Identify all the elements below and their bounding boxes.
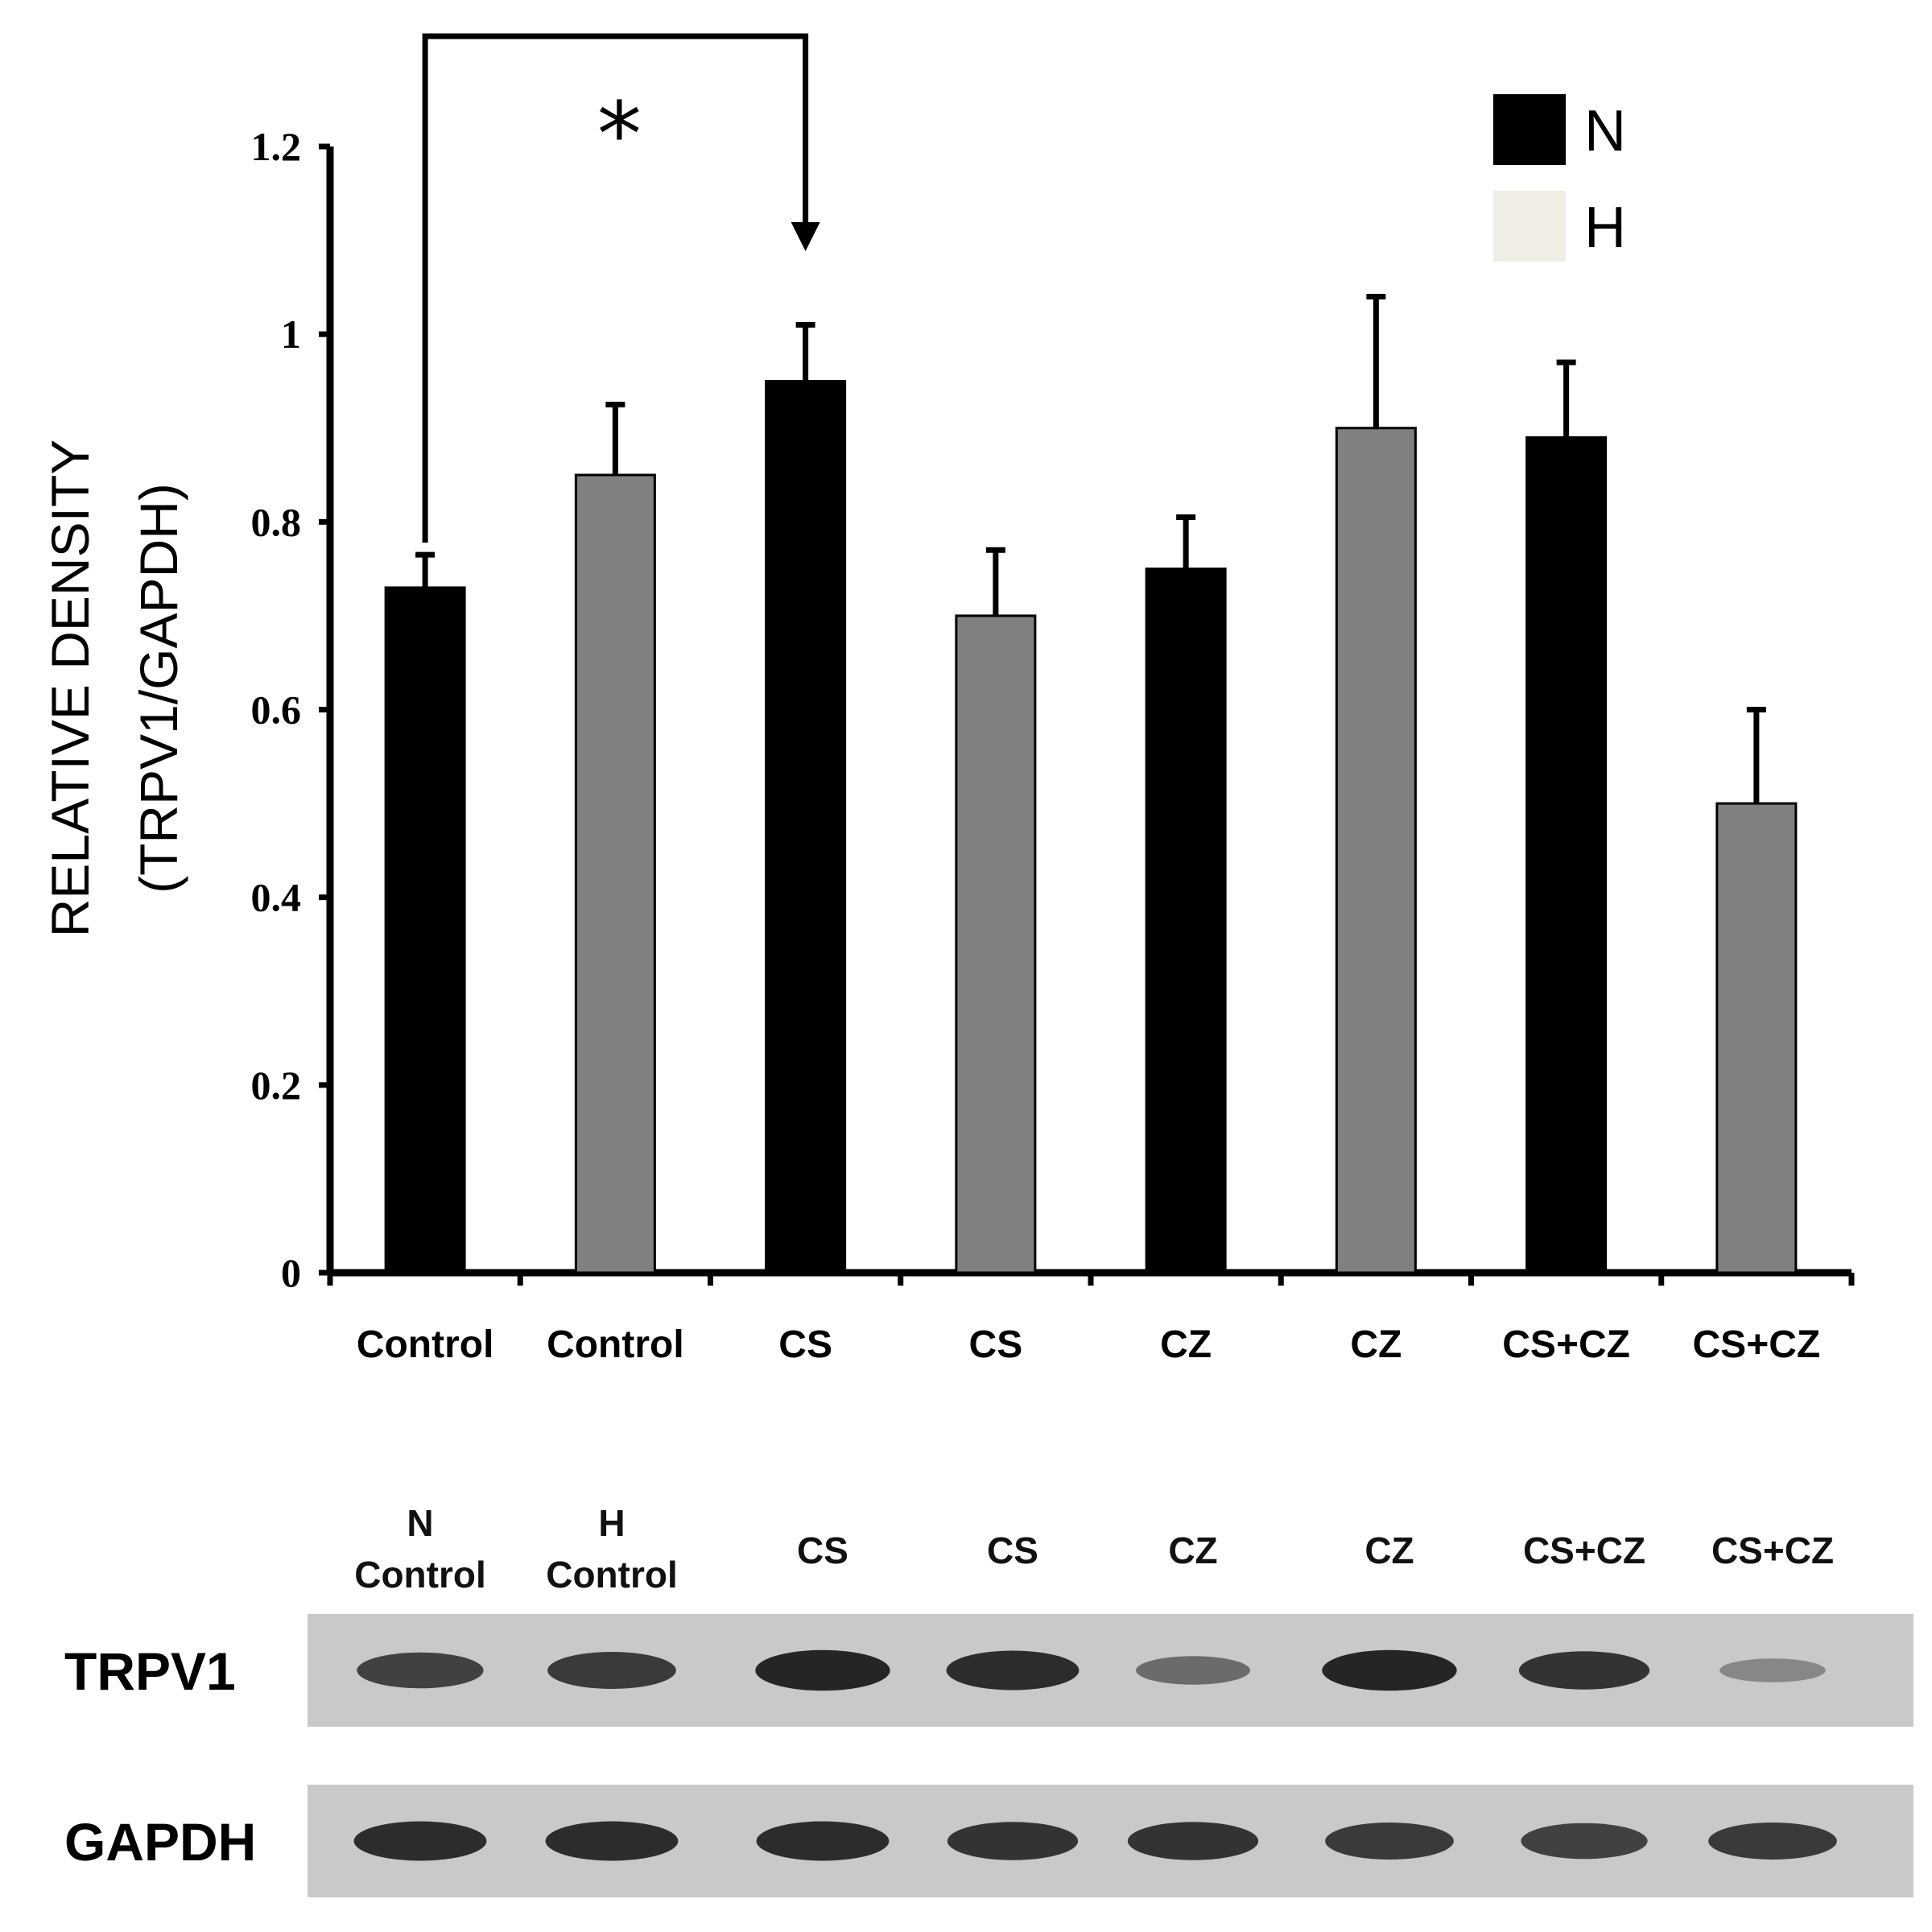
y-tick-label: 0.6 xyxy=(251,687,302,733)
significance-star: * xyxy=(597,83,642,186)
blot-band xyxy=(545,1821,679,1861)
x-tick-label: CS xyxy=(969,1323,1023,1366)
y-tick-label: 0.4 xyxy=(251,875,302,920)
legend-swatch xyxy=(1493,191,1566,262)
y-axis-title: RELATIVE DENSITY (TRPV1/GAPDH) xyxy=(40,440,188,938)
blot-band xyxy=(547,1652,676,1689)
y-tick-label: 1.2 xyxy=(251,124,302,169)
legend-label: H xyxy=(1584,196,1626,260)
x-tick-label: CS+CZ xyxy=(1502,1323,1630,1366)
x-tick-label: CS xyxy=(778,1323,832,1366)
lane-label: Control xyxy=(546,1554,678,1596)
plot-area: 0 0.2 0.4 0.6 0.8 1 1.2 Control Control CS CS CZ CZ C… xyxy=(251,33,1855,1366)
bar xyxy=(1715,802,1798,1274)
lane-label-line1: N xyxy=(407,1502,433,1544)
lane-label: Control xyxy=(354,1554,486,1596)
x-tick-label: CZ xyxy=(1160,1323,1212,1366)
blot-row-label: GAPDH xyxy=(64,1812,256,1872)
lane-label-line1: H xyxy=(598,1502,625,1544)
bar xyxy=(1335,427,1417,1274)
y-axis-title-line1: RELATIVE DENSITY xyxy=(40,440,100,938)
blot-band xyxy=(1325,1823,1454,1860)
blot-band xyxy=(947,1822,1079,1860)
y-tick-label: 0.8 xyxy=(251,499,302,544)
bar xyxy=(955,614,1037,1274)
legend-swatch xyxy=(1493,94,1566,165)
y-axis-title-line2: (TRPV1/GAPDH) xyxy=(129,483,188,894)
blot-band xyxy=(1518,1651,1650,1690)
bar xyxy=(574,473,656,1274)
blot-row-label: TRPV1 xyxy=(64,1641,236,1701)
lane-label: CZ xyxy=(1364,1530,1414,1571)
lane-label: CS xyxy=(797,1530,848,1571)
blot-band xyxy=(1136,1656,1250,1685)
lane-label: CS+CZ xyxy=(1711,1530,1834,1571)
lane-label: CS+CZ xyxy=(1523,1530,1645,1571)
blot-band xyxy=(1127,1822,1259,1860)
bar xyxy=(1145,568,1227,1274)
y-tick-label: 1 xyxy=(281,312,301,357)
blot-band xyxy=(756,1821,890,1861)
bar xyxy=(1525,436,1608,1274)
x-tick-label: CZ xyxy=(1350,1323,1402,1366)
legend: NH xyxy=(1493,94,1626,262)
significance-arrow-head xyxy=(791,222,820,251)
legend-label: N xyxy=(1584,99,1626,163)
blot-band xyxy=(755,1649,890,1691)
blot-band xyxy=(1708,1823,1837,1860)
y-tick-label: 0 xyxy=(281,1250,301,1295)
blot-band xyxy=(357,1652,484,1689)
x-tick-label: CS+CZ xyxy=(1693,1323,1821,1366)
blot-band xyxy=(353,1821,487,1861)
blot-band xyxy=(1719,1658,1826,1682)
x-tick-label: Control xyxy=(357,1323,494,1366)
lane-label: CZ xyxy=(1168,1530,1217,1571)
lane-label: CS xyxy=(987,1530,1038,1571)
blot-band xyxy=(1521,1823,1648,1860)
bar xyxy=(765,379,847,1274)
western-blot: N Control H Control CS CS CZ CZ CS+CZ CS+CZ TRPV1 G… xyxy=(64,1502,1913,1897)
bar xyxy=(384,586,466,1274)
y-tick-label: 0.2 xyxy=(251,1063,302,1108)
significance-bracket xyxy=(422,33,809,543)
blot-band xyxy=(1322,1649,1457,1691)
x-tick-label: Control xyxy=(547,1323,684,1366)
blot-band xyxy=(946,1650,1080,1690)
